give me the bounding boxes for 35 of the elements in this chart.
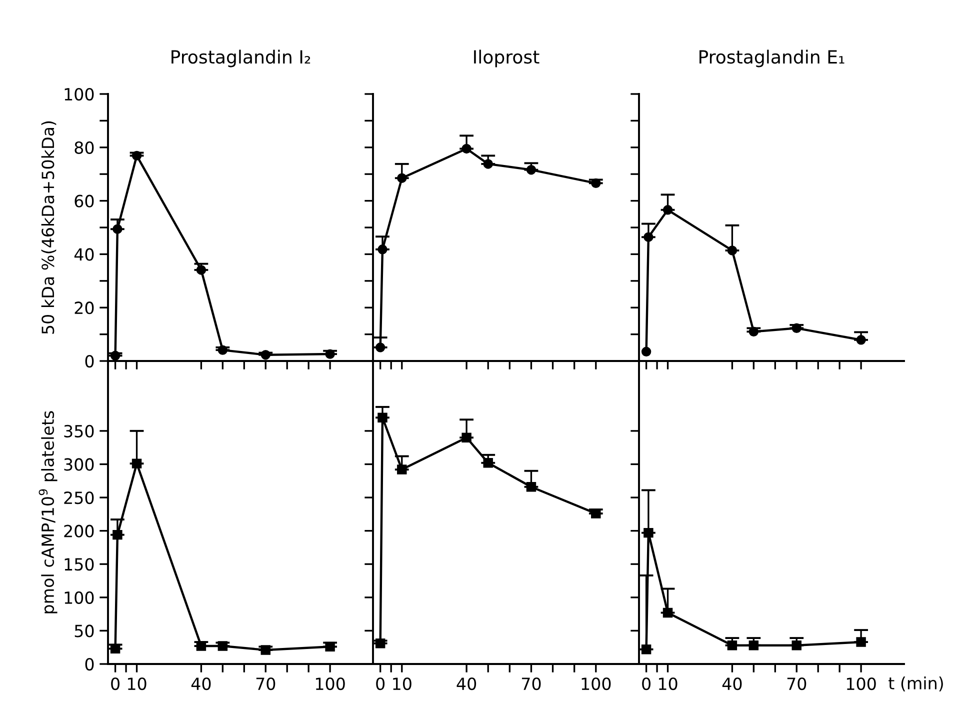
x-tick-label: 100 <box>316 677 345 690</box>
chart-title: Iloprost <box>474 50 540 68</box>
y-axis-title: 50 kDa %(46kDa+50kDa) <box>41 121 56 334</box>
x-tick-label: 10 <box>393 677 412 690</box>
x-tick-label: 100 <box>846 677 876 690</box>
x-axis-title: t (min) <box>888 676 943 692</box>
y-tick-label: 300 <box>64 458 94 471</box>
x-tick-label: 100 <box>582 677 611 690</box>
y-tick-label: 100 <box>64 591 94 604</box>
y-tick-label: 50 <box>74 624 94 638</box>
y-tick-label: 200 <box>64 524 94 538</box>
y-tick-label: 0 <box>85 658 94 671</box>
x-tick-label: 70 <box>256 677 276 690</box>
x-tick-label: 40 <box>722 677 742 690</box>
x-tick-label: 10 <box>659 677 678 690</box>
x-tick-label: 10 <box>128 677 146 690</box>
y-tick-label: 80 <box>74 141 94 154</box>
y-axis-title: pmol cAMP/10$^{9}$ platelets <box>38 411 58 614</box>
y-tick-label: 150 <box>64 558 94 571</box>
y-tick-label: 0 <box>85 354 94 368</box>
y-tick-label: 350 <box>64 424 94 438</box>
chart-title: Prostaglandin E₁ <box>700 50 844 68</box>
y-tick-label: 60 <box>74 194 94 208</box>
y-tick-label: 20 <box>74 302 94 314</box>
x-tick-label: 0 <box>642 677 650 690</box>
x-tick-label: 0 <box>376 677 385 690</box>
x-tick-label: 70 <box>522 677 541 690</box>
chart-title: Prostaglandin I₂ <box>172 50 310 68</box>
y-tick-label: 250 <box>64 491 94 504</box>
x-tick-label: 70 <box>787 677 806 690</box>
y-tick-label: 100 <box>64 88 94 101</box>
x-tick-label: 0 <box>111 677 120 690</box>
x-tick-label: 40 <box>191 677 211 690</box>
y-tick-label: 40 <box>74 248 94 261</box>
x-tick-label: 40 <box>456 677 476 690</box>
